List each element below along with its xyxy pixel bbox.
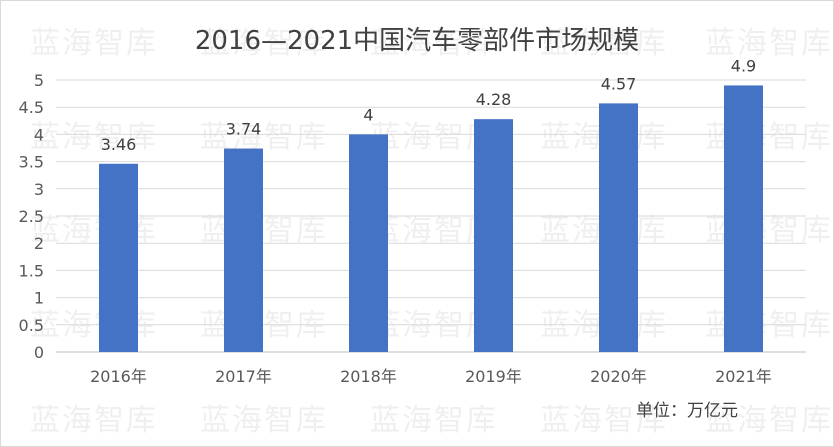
y-tick-label: 0 xyxy=(34,343,44,362)
watermark-text: 蓝海智库 xyxy=(30,26,158,61)
y-tick-label: 3.5 xyxy=(19,153,44,172)
watermark-text: 蓝海智库 xyxy=(200,26,328,61)
watermark-text: 蓝海智库 xyxy=(30,120,158,155)
data-label: 3.46 xyxy=(101,135,137,154)
y-tick-label: 4.5 xyxy=(19,98,44,117)
unit-label: 单位：万亿元 xyxy=(636,401,738,421)
x-tick-label: 2018年 xyxy=(340,367,397,386)
data-label: 4.57 xyxy=(601,74,637,93)
bar xyxy=(99,163,138,352)
x-tick-label: 2020年 xyxy=(590,367,647,386)
y-tick-label: 3 xyxy=(34,180,44,199)
y-tick-label: 2 xyxy=(34,234,44,253)
x-tick-label: 2019年 xyxy=(465,367,522,386)
data-label: 3.74 xyxy=(226,120,262,139)
x-tick-label: 2021年 xyxy=(715,367,772,386)
x-tick-label: 2017年 xyxy=(215,367,272,386)
y-tick-label: 4 xyxy=(34,125,44,144)
watermark-text: 蓝海智库 xyxy=(200,403,328,438)
y-tick-label: 1.5 xyxy=(19,261,44,280)
data-label: 4.9 xyxy=(731,56,756,75)
data-label: 4 xyxy=(363,105,373,124)
x-tick-label: 2016年 xyxy=(90,367,147,386)
watermark-text: 蓝海智库 xyxy=(370,26,498,61)
y-tick-label: 2.5 xyxy=(19,207,44,226)
watermark-text: 蓝海智库 xyxy=(705,26,833,61)
bar xyxy=(474,119,513,352)
watermark-text: 蓝海智库 xyxy=(30,403,158,438)
y-tick-label: 5 xyxy=(34,71,44,90)
watermark-text: 蓝海智库 xyxy=(705,403,833,438)
bar xyxy=(349,134,388,352)
watermark-text: 蓝海智库 xyxy=(540,403,668,438)
bar xyxy=(224,148,263,352)
y-tick-label: 1 xyxy=(34,289,44,308)
bar xyxy=(599,103,638,352)
watermark-text: 蓝海智库 xyxy=(370,403,498,438)
watermark-text: 蓝海智库 xyxy=(540,26,668,61)
chart-title: 2016—2021中国汽车零部件市场规模 xyxy=(194,26,640,56)
data-label: 4.28 xyxy=(476,90,512,109)
bar xyxy=(724,85,763,352)
y-tick-label: 0.5 xyxy=(19,316,44,335)
